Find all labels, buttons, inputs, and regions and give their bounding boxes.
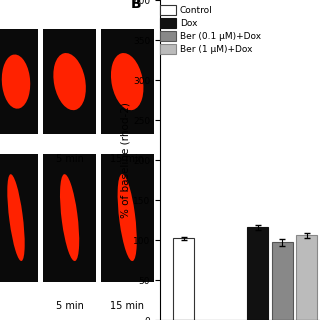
- FancyBboxPatch shape: [43, 154, 96, 282]
- Ellipse shape: [60, 174, 79, 261]
- FancyBboxPatch shape: [43, 29, 96, 134]
- Text: 15 min: 15 min: [110, 301, 144, 311]
- Legend: Control, Dox, Ber (0.1 μM)+Dox, Ber (1 μM)+Dox: Control, Dox, Ber (0.1 μM)+Dox, Ber (1 μ…: [156, 1, 265, 58]
- Text: 5 min: 5 min: [56, 301, 84, 311]
- Ellipse shape: [53, 53, 86, 110]
- Bar: [272, 243, 293, 320]
- Bar: [247, 227, 268, 320]
- FancyBboxPatch shape: [101, 29, 154, 134]
- FancyBboxPatch shape: [0, 154, 38, 282]
- Ellipse shape: [118, 174, 137, 261]
- Ellipse shape: [111, 53, 143, 110]
- Bar: [296, 235, 317, 320]
- Text: B: B: [131, 0, 142, 11]
- FancyBboxPatch shape: [101, 154, 154, 282]
- Ellipse shape: [7, 174, 25, 261]
- Ellipse shape: [2, 54, 30, 109]
- Y-axis label: % of baseline (rhod-2): % of baseline (rhod-2): [120, 102, 130, 218]
- Bar: [173, 238, 194, 320]
- FancyBboxPatch shape: [0, 29, 38, 134]
- Text: 5 min: 5 min: [56, 154, 84, 164]
- Text: 15 min: 15 min: [110, 154, 144, 164]
